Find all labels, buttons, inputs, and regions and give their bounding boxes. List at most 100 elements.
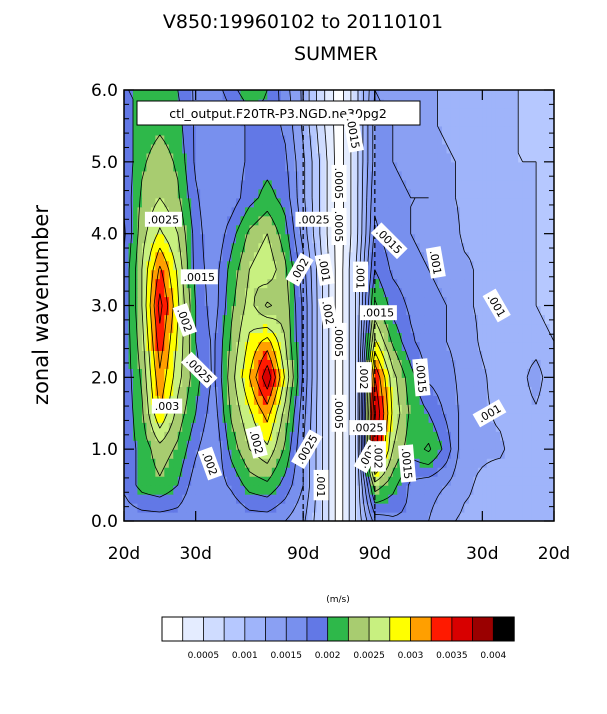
contour-cell — [482, 215, 488, 226]
contour-cell — [150, 125, 156, 136]
contour-cell — [182, 179, 188, 190]
contour-cell — [339, 440, 345, 450]
contour-cell — [406, 503, 412, 513]
contour-cell — [504, 278, 510, 289]
contour-cell — [473, 116, 479, 127]
contour-cell — [468, 305, 474, 316]
contour-cell — [173, 242, 179, 253]
contour-cell — [527, 161, 533, 172]
contour-cell — [392, 143, 398, 154]
contour-cell — [249, 494, 255, 504]
contour-cell — [195, 404, 201, 414]
contour-cell — [540, 224, 546, 235]
contour-cell — [339, 278, 345, 289]
contour-cell — [477, 341, 483, 351]
contour-cell — [361, 503, 367, 513]
contour-cell — [249, 242, 255, 253]
contour-cell — [482, 449, 488, 459]
contour-cell — [401, 224, 407, 235]
contour-cell — [437, 152, 443, 163]
contour-cell — [518, 179, 524, 190]
contour-cell — [280, 449, 286, 459]
contour-cell — [504, 359, 510, 369]
contour-cell — [486, 485, 492, 495]
contour-cell — [235, 485, 242, 495]
contour-cell — [164, 323, 170, 334]
contour-cell — [316, 458, 322, 468]
contour-cell — [522, 314, 528, 325]
contour-cell — [195, 134, 201, 145]
contour-cell — [347, 305, 354, 316]
contour-cell — [132, 377, 139, 387]
contour-cell — [303, 368, 309, 378]
contour-cell — [424, 449, 430, 459]
contour-cell — [276, 413, 282, 423]
contour-cell — [428, 395, 434, 405]
contour-cell — [482, 422, 488, 432]
contour-cell — [267, 170, 273, 181]
contour-cell — [164, 269, 170, 280]
contour-cell — [442, 368, 448, 378]
contour-cell — [191, 179, 197, 190]
contour-cell — [325, 503, 331, 513]
contour-cell — [450, 377, 457, 387]
contour-cell — [222, 422, 228, 432]
x-tick-label: 30d — [179, 544, 211, 564]
contour-cell — [352, 449, 358, 459]
contour-cell — [437, 116, 443, 127]
contour-cell — [455, 278, 461, 289]
contour-cell — [253, 350, 259, 360]
contour-cell — [249, 458, 255, 468]
contour-cell — [289, 512, 295, 521]
contour-cell — [415, 197, 421, 208]
contour-cell — [137, 233, 143, 244]
contour-cell — [401, 422, 407, 432]
contour-cell — [482, 152, 488, 163]
contour-cell — [137, 503, 143, 513]
contour-cell — [150, 287, 156, 298]
contour-cell — [182, 458, 188, 468]
contour-cell — [518, 395, 524, 405]
contour-cell — [500, 179, 506, 190]
contour-cell — [424, 458, 430, 468]
contour-cell — [280, 197, 286, 208]
contour-cell — [347, 287, 354, 298]
contour-cell — [316, 242, 322, 253]
contour-cell — [240, 278, 246, 289]
contour-cell — [339, 512, 345, 521]
contour-cell — [450, 233, 457, 244]
contour-cell — [495, 323, 501, 334]
contour-cell — [477, 458, 483, 468]
contour-cell — [200, 332, 206, 343]
contour-cell — [218, 125, 224, 136]
contour-cell — [150, 476, 156, 486]
contour-cell — [137, 431, 143, 441]
contour-cell — [455, 242, 461, 253]
contour-cell — [168, 485, 174, 495]
contour-cell — [419, 152, 425, 163]
contour-cell — [124, 341, 130, 351]
contour-cell — [473, 188, 479, 199]
contour-cell — [401, 341, 407, 351]
contour-cell — [262, 314, 268, 325]
contour-cell — [213, 215, 219, 226]
contour-cell — [132, 485, 139, 495]
contour-cell — [294, 476, 300, 486]
contour-cell — [464, 90, 470, 100]
contour-cell — [356, 350, 362, 360]
contour-cell — [146, 233, 152, 244]
contour-cell — [415, 503, 421, 513]
contour-cell — [495, 368, 501, 378]
contour-cell — [374, 350, 380, 360]
contour-cell — [303, 224, 309, 235]
contour-cell — [132, 152, 139, 163]
contour-cell — [486, 143, 492, 154]
contour-cell — [419, 485, 425, 495]
contour-cell — [442, 458, 448, 468]
contour-cell — [531, 368, 537, 378]
contour-cell — [195, 476, 201, 486]
contour-cell — [500, 215, 506, 226]
contour-cell — [325, 197, 331, 208]
contour-cell — [428, 440, 434, 450]
contour-cell — [200, 90, 206, 100]
